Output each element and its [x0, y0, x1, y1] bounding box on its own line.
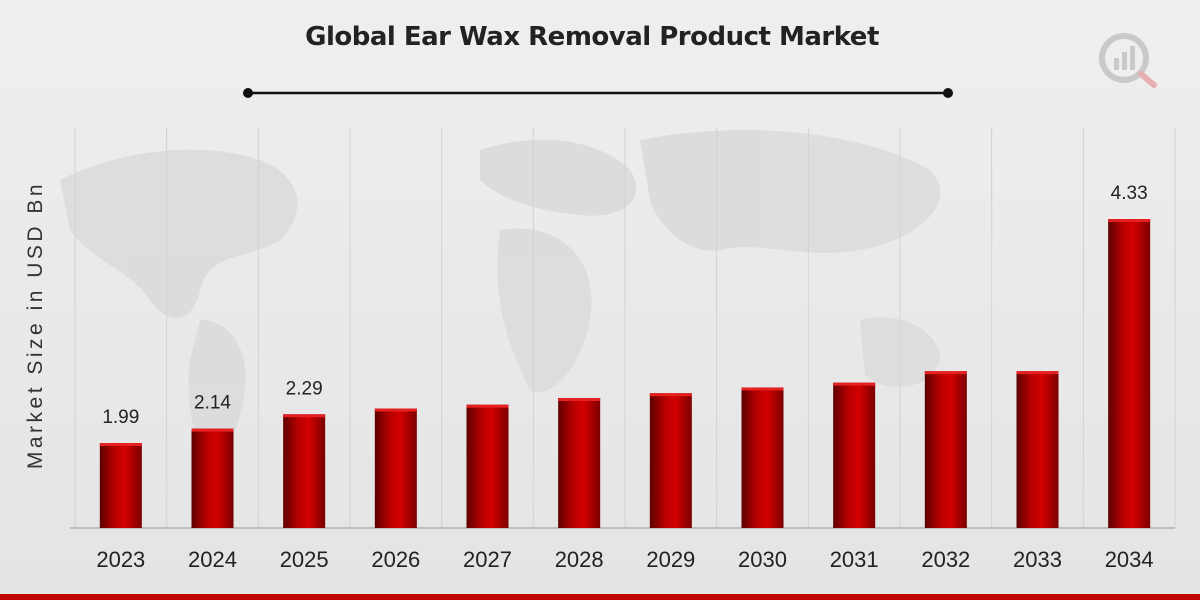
bar-2023 — [99, 443, 142, 528]
bar-top-highlight — [741, 387, 784, 391]
bar-top-highlight — [1016, 371, 1059, 375]
bar-2027 — [466, 404, 509, 528]
bar-top-highlight — [833, 382, 876, 386]
bar-2028 — [558, 398, 601, 528]
data-label: 2.14 — [194, 393, 231, 414]
x-tick-label: 2032 — [921, 547, 970, 572]
bar-top-highlight — [558, 398, 601, 402]
bar-top-highlight — [283, 414, 326, 418]
bar-2033 — [1016, 371, 1059, 528]
bar-2031 — [833, 382, 876, 528]
bar-top-highlight — [924, 371, 967, 375]
x-tick-label: 2033 — [1013, 547, 1062, 572]
bar-2025 — [283, 414, 326, 528]
chart-title: Global Ear Wax Removal Product Market — [305, 22, 879, 52]
bottom-accent-bar — [0, 594, 1200, 600]
bar-top-highlight — [374, 408, 417, 412]
x-tick-label: 2024 — [188, 547, 237, 572]
bar-top-highlight — [191, 428, 234, 432]
bar-2026 — [374, 408, 417, 528]
x-tick-label: 2027 — [463, 547, 512, 572]
x-tick-label: 2030 — [738, 547, 787, 572]
bar-2024 — [191, 428, 234, 528]
x-tick-label: 2029 — [646, 547, 695, 572]
bar-2034 — [1108, 219, 1151, 528]
data-label: 1.99 — [102, 407, 139, 428]
bar-2030 — [741, 387, 784, 528]
x-tick-label: 2026 — [371, 547, 420, 572]
data-label: 4.33 — [1111, 183, 1148, 204]
bar-top-highlight — [466, 404, 509, 408]
x-tick-label: 2034 — [1105, 547, 1154, 572]
bar-2032 — [924, 371, 967, 528]
brand-logo-icon — [1099, 33, 1157, 88]
bar-2029 — [649, 393, 692, 528]
x-tick-label: 2028 — [555, 547, 604, 572]
data-label: 2.29 — [286, 378, 323, 399]
bar-top-highlight — [1108, 219, 1151, 222]
bar-top-highlight — [649, 393, 692, 397]
x-tick-label: 2025 — [280, 547, 329, 572]
y-axis-label: Market Size in USD Bn — [24, 180, 47, 470]
x-tick-label: 2031 — [830, 547, 879, 572]
x-tick-label: 2023 — [96, 547, 145, 572]
bar-top-highlight — [99, 443, 142, 446]
title-underline — [243, 88, 953, 98]
